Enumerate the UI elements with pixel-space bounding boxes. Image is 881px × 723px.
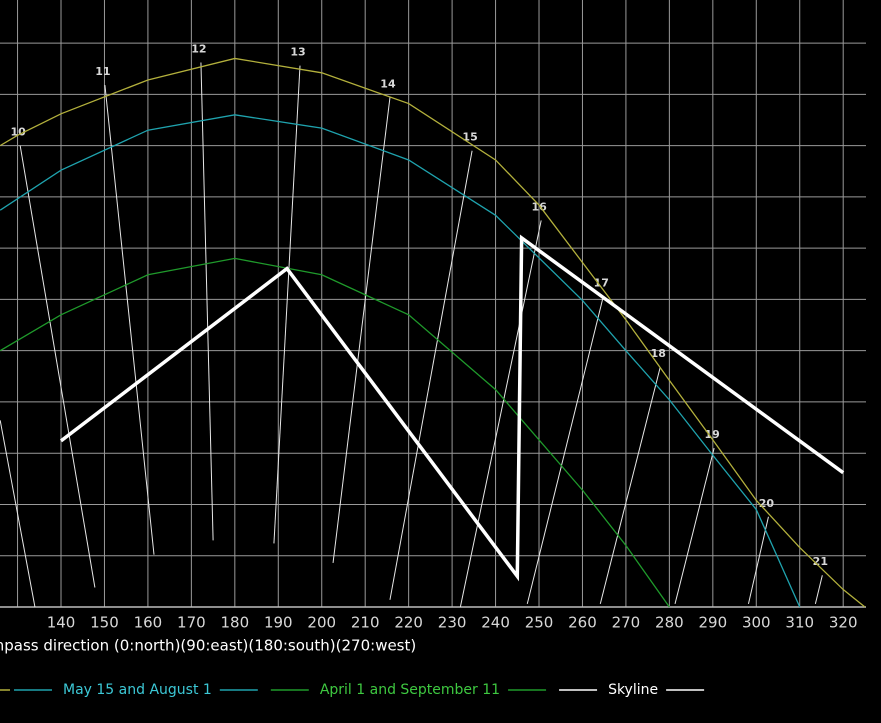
x-tick-label: 150 [90,614,119,632]
series-line [0,257,670,608]
series-line [0,57,866,608]
x-tick-label: 320 [829,614,858,632]
hour-label: 19 [704,428,719,441]
hour-line [814,575,823,605]
x-tick-label: 300 [742,614,771,632]
x-tick-label: 280 [655,614,684,632]
hour-label: 12 [191,43,206,56]
legend-label: May 15 and August 1 [63,682,212,698]
hour-label: 17 [594,276,609,289]
x-tick-label: 160 [134,614,163,632]
x-tick-label: 210 [351,614,380,632]
x-tick-label: 270 [612,614,641,632]
x-tick-label: 170 [177,614,206,632]
hour-line [747,516,769,605]
x-tick-label: 250 [525,614,554,632]
series-line [0,114,801,608]
legend-label: Skyline [608,682,658,698]
hour-line [332,97,391,563]
x-tick-label: 290 [699,614,728,632]
hour-line [19,145,96,588]
hour-line [273,65,301,544]
x-tick-label: 260 [568,614,597,632]
x-tick-label: 240 [481,614,510,632]
hour-line [104,85,155,555]
hour-label: 21 [813,555,828,568]
hour-label: 18 [651,347,666,360]
x-tick-label: 200 [307,614,336,632]
hour-line [599,366,661,605]
hour-label: 14 [380,77,396,90]
hour-line [526,296,604,605]
x-tick-label: 140 [47,614,76,632]
hour-line [0,420,36,608]
x-tick-label: 190 [264,614,293,632]
x-tick-label: 220 [394,614,423,632]
legend-label: April 1 and September 11 [320,682,500,698]
hour-label: 15 [462,131,477,144]
hour-label: 10 [11,126,27,139]
x-axis-title: Compass direction (0:north)(90:east)(180… [0,637,416,655]
hour-label: 11 [95,65,110,78]
hour-label: 20 [759,497,775,510]
x-tick-label: 310 [785,614,814,632]
x-tick-label: 230 [438,614,467,632]
hour-line [389,150,473,600]
series-line [59,234,845,582]
x-tick-label: 180 [221,614,250,632]
hour-line [674,447,715,605]
hour-line [459,220,542,608]
hour-line [200,62,214,541]
hour-label: 13 [290,46,305,59]
hour-label: 16 [532,200,548,213]
